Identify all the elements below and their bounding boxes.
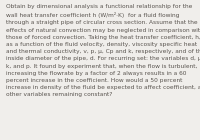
Text: Obtain by dimensional analysis a functional relationship for the
wall heat trans: Obtain by dimensional analysis a functio… [6, 4, 200, 97]
